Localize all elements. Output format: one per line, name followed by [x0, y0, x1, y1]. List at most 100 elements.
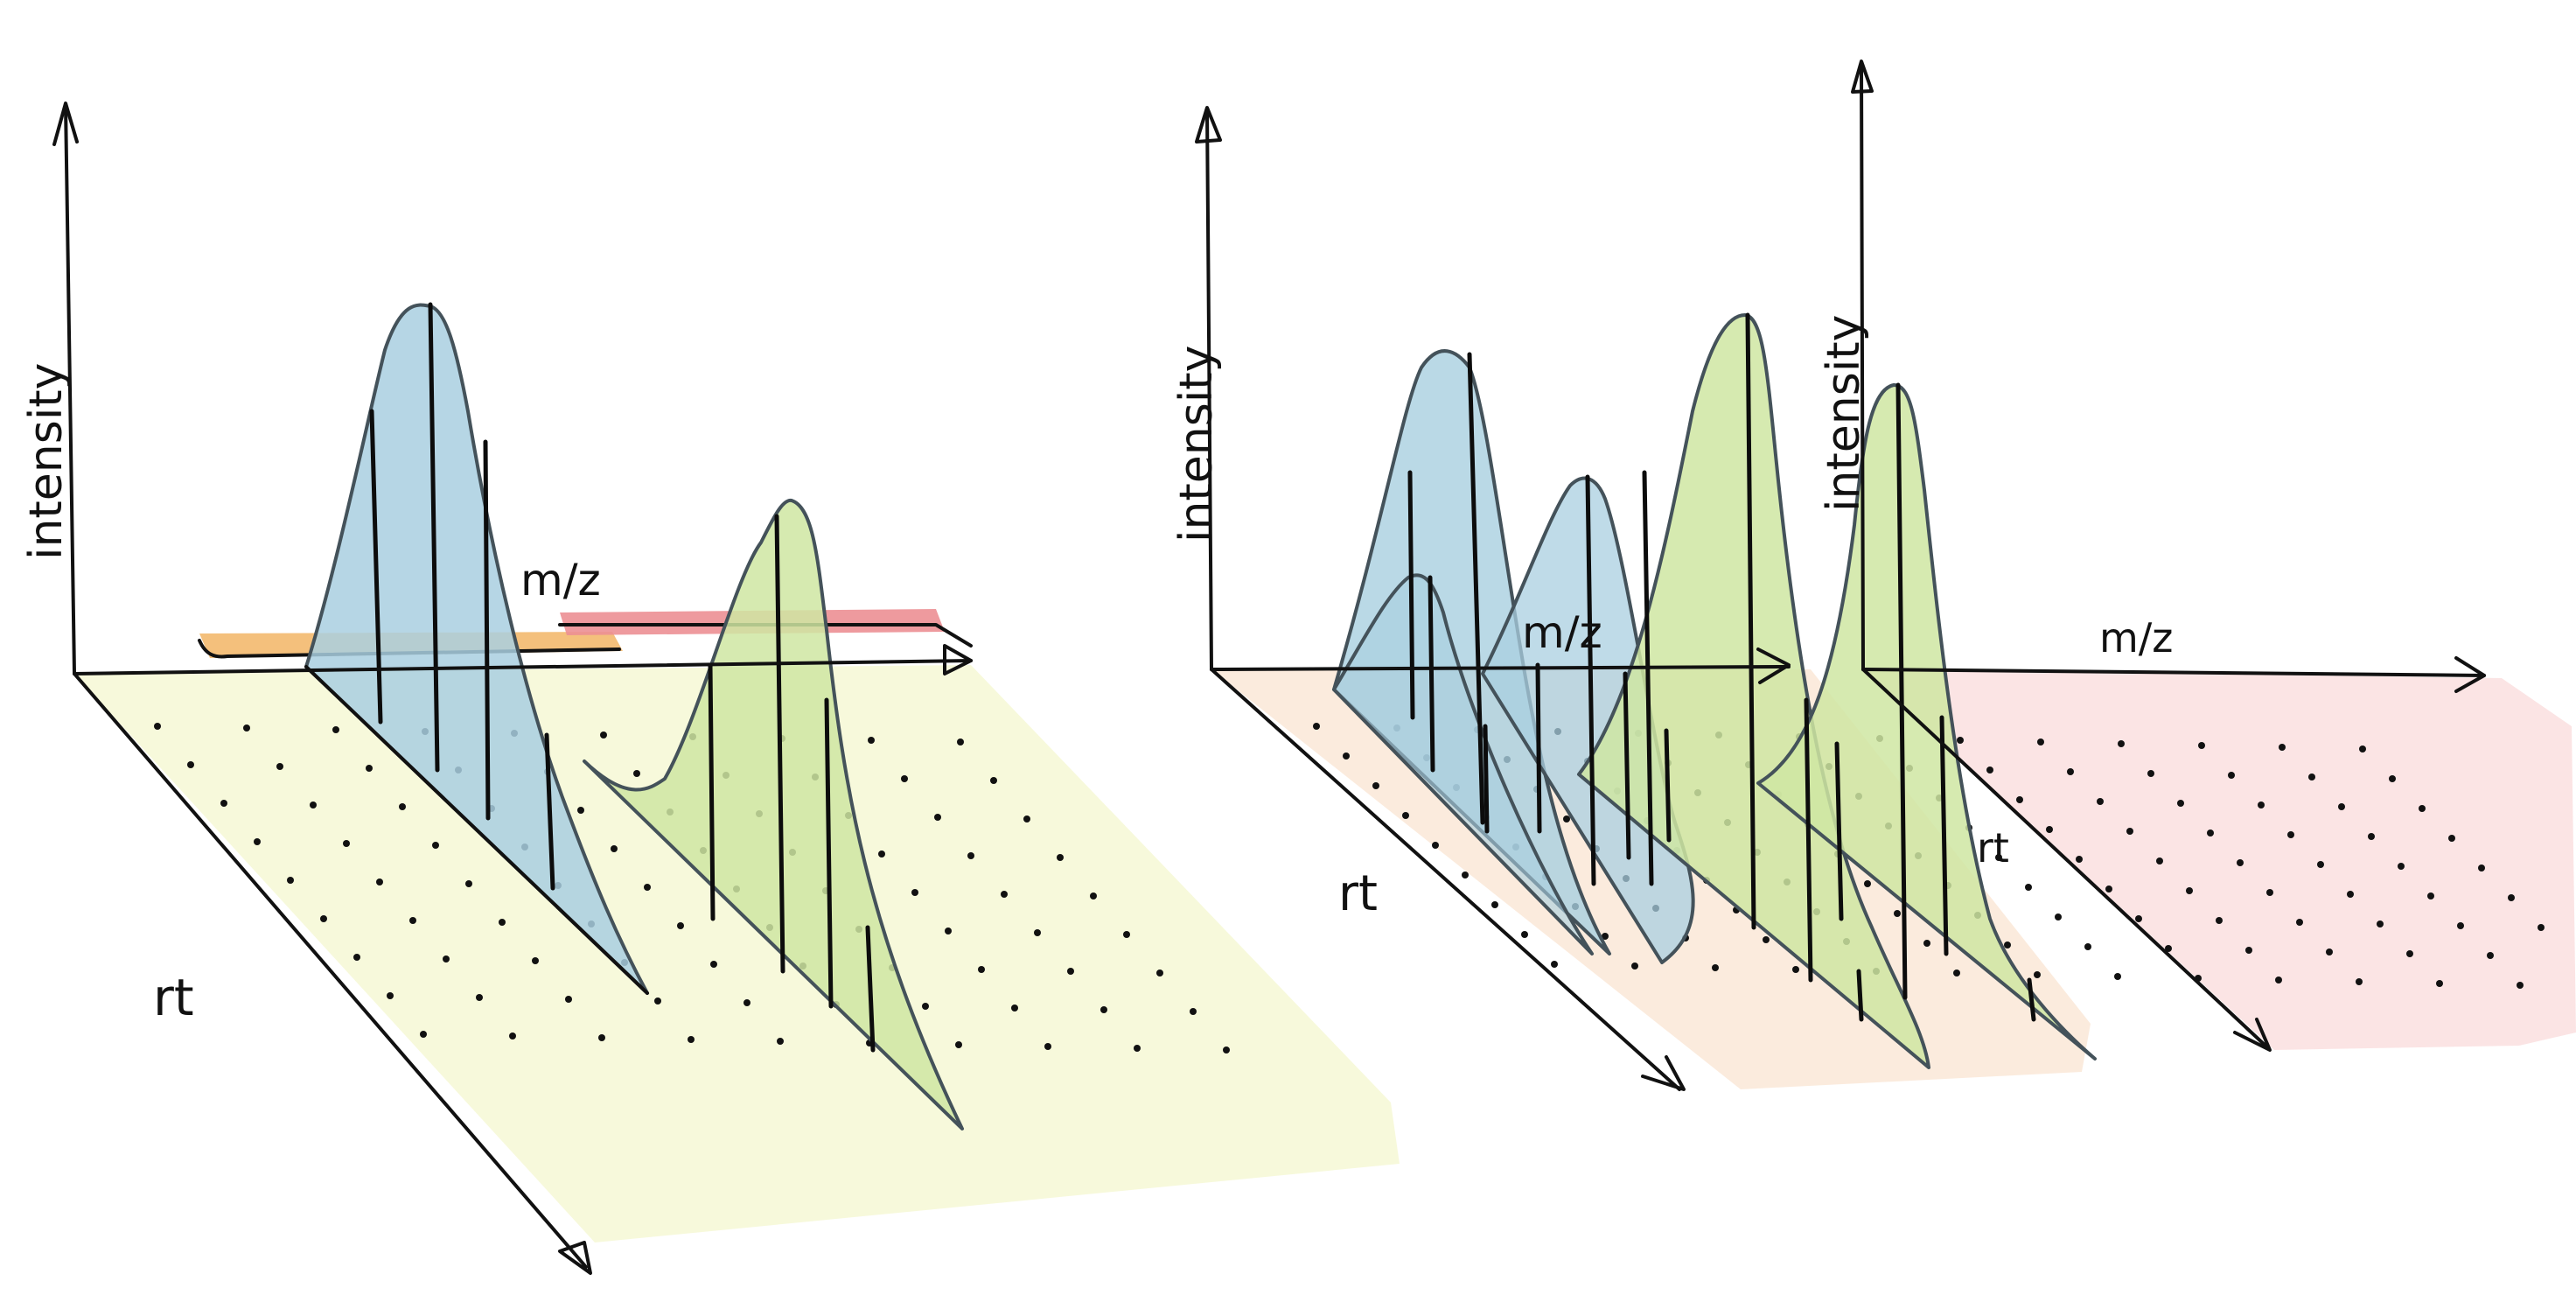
right-floor-dot-52 — [1923, 940, 1930, 947]
left-peak-blue — [304, 303, 649, 995]
right-floor-dot-122 — [2508, 894, 2515, 901]
right-floor-dot-6 — [1491, 901, 1498, 908]
right-blue1-stick-4 — [1483, 724, 1490, 834]
right-a-mz-axis — [1210, 665, 1791, 671]
right-a-intensity-axis — [1205, 108, 1213, 671]
right-floor-dot-87 — [2216, 917, 2223, 924]
left-floor-dot-6 — [353, 954, 360, 961]
right-b-intensity-arrowhead — [1851, 60, 1874, 94]
right-floor-dot-72 — [1957, 737, 1964, 744]
right-b-rt-label: rt — [1977, 824, 2009, 872]
left-floor-dot-62 — [955, 1041, 962, 1048]
right-blue3-stick-3 — [1623, 671, 1631, 860]
right-blue1-stick-3 — [1467, 352, 1485, 825]
left-green-stick-1 — [708, 662, 716, 921]
right-floor-dot-93 — [2207, 830, 2214, 836]
right-floor-dot-53 — [1953, 970, 1960, 976]
right-a-intensity-arrowhead — [1195, 106, 1222, 144]
right-floor-dot-16 — [1602, 933, 1609, 940]
left-floor-dots — [154, 723, 1230, 1054]
right-floor-dot-106 — [2406, 950, 2413, 957]
left-floor-dot-44 — [777, 1038, 784, 1045]
left-floor-dot-41 — [677, 922, 684, 929]
left-mz-label: m/z — [520, 555, 601, 606]
right-floor-dot-73 — [1986, 766, 1993, 774]
right-floor-dot-70 — [2084, 943, 2091, 950]
right-floor-dot-116 — [2517, 982, 2524, 989]
left-floor-dot-5 — [320, 915, 327, 922]
right-b-intensity-axis — [1860, 61, 1865, 671]
left-floor-dot-71 — [1044, 1043, 1051, 1050]
left-green-stick-2 — [774, 514, 785, 974]
left-floor-dot-40 — [644, 884, 651, 891]
left-floor-dot-80 — [1134, 1045, 1141, 1052]
left-floor-dot-89 — [1223, 1046, 1230, 1054]
right-floor-dot-34 — [1763, 936, 1770, 943]
right-floor-dot-0 — [1313, 723, 1320, 730]
left-floor-dot-18 — [332, 726, 339, 733]
right-b-intensity-label: intensity — [1818, 315, 1870, 512]
right-floor-dot-102 — [2287, 831, 2294, 838]
right-floor-dot-123 — [2538, 924, 2545, 931]
right-floor-dot-109 — [2308, 774, 2315, 780]
left-rt-label: rt — [153, 968, 194, 1027]
right-floor-dot-74 — [2016, 796, 2023, 803]
right-green2-stick-5 — [1856, 969, 1864, 1022]
right-floor-dot-113 — [2427, 892, 2434, 900]
left-floor-dot-78 — [1067, 968, 1074, 975]
right-green1-stick-2 — [1642, 470, 1654, 886]
right-floor-dot-1 — [1343, 752, 1350, 760]
left-floor-dot-20 — [399, 803, 406, 810]
left-floor-dot-85 — [1090, 892, 1097, 900]
left-floor-dot-25 — [565, 996, 572, 1003]
left-green-stick-3 — [824, 697, 834, 1009]
right-floor-dot-110 — [2338, 803, 2345, 810]
left-floor-dot-13 — [376, 878, 383, 886]
right-green2-stick-2 — [1895, 382, 1908, 1000]
right-floor-dot-108 — [2279, 744, 2286, 751]
left-blue-stick-4 — [544, 732, 555, 891]
right-floor-dot-107 — [2436, 980, 2443, 987]
left-intensity-arrowhead — [52, 102, 79, 146]
right-floor-dot-2 — [1372, 782, 1379, 789]
left-intensity-label: intensity — [20, 363, 73, 560]
right-floor-dot-90 — [2118, 740, 2125, 747]
left-floor-dot-69 — [978, 966, 985, 973]
left-blue-stick-2 — [428, 302, 440, 773]
right-floor-dot-77 — [2105, 886, 2112, 892]
left-floor-dot-42 — [710, 961, 717, 968]
right-peak-blue-3 — [1481, 476, 1695, 964]
right-floor-dot-69 — [2055, 914, 2062, 920]
right-floor-dot-62 — [2034, 971, 2041, 978]
right-floor-dot-112 — [2398, 863, 2405, 870]
right-floor-dot-26 — [1712, 964, 1719, 971]
left-floor-dot-46 — [633, 770, 640, 777]
right-floor-dot-114 — [2457, 922, 2464, 929]
left-floor-dot-61 — [922, 1003, 929, 1010]
right-floor-dot-67 — [1995, 854, 2002, 861]
left-floor-dot-88 — [1190, 1008, 1197, 1015]
left-floor-dot-4 — [287, 877, 294, 884]
left-floor-dot-83 — [1023, 816, 1030, 822]
right-blue1-stick-2 — [1428, 575, 1435, 773]
left-floor-dot-16 — [476, 994, 483, 1001]
right-floor-dot-99 — [2198, 742, 2205, 749]
right-floor-dot-75 — [2046, 826, 2053, 833]
right-floor-dot-81 — [2037, 738, 2044, 746]
left-floor-dot-1 — [187, 761, 194, 768]
left-blue-stick-3 — [483, 439, 491, 821]
left-floor-dot-82 — [990, 777, 997, 784]
right-floor-dot-103 — [2317, 861, 2324, 868]
right-a-mz-label: m/z — [1522, 607, 1602, 658]
right-floor-dot-79 — [2165, 945, 2172, 952]
left-floor-dot-74 — [934, 814, 941, 821]
right-floor-dot-120 — [2448, 835, 2455, 842]
right-floor-plane-b — [1863, 669, 2576, 1050]
right-b-mz-arrowhead — [2454, 656, 2486, 693]
right-b-mz-axis — [1861, 668, 2486, 677]
left-window-red-line — [558, 623, 973, 648]
right-floor-dot-100 — [2228, 772, 2235, 779]
right-floor-dot-85 — [2156, 858, 2163, 864]
